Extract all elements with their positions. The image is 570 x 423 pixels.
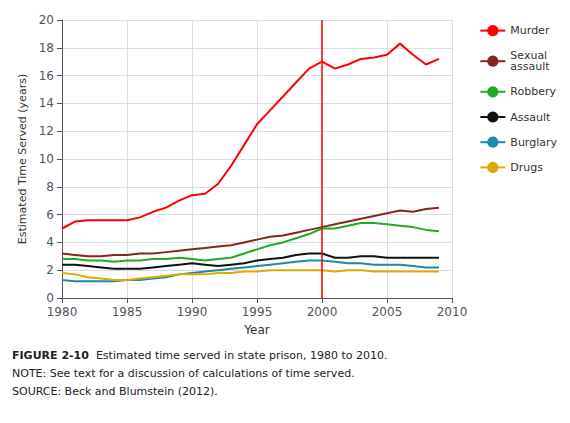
svg-text:Estimated time served in state: Estimated time served in state prison, 1… [89,349,388,362]
svg-text:4: 4 [46,235,54,249]
svg-text:Sexual: Sexual [510,49,548,63]
svg-text:SOURCE: Beck and Blumstein (20: SOURCE: Beck and Blumstein (2012). [12,385,218,398]
svg-text:14: 14 [39,96,54,110]
svg-text:1990: 1990 [177,305,208,319]
svg-text:FIGURE 2-10: FIGURE 2-10 [12,349,89,362]
svg-text:1995: 1995 [242,305,273,319]
svg-text:2005: 2005 [372,305,403,319]
svg-text:8: 8 [46,180,54,194]
svg-text:Burglary: Burglary [510,136,557,149]
svg-text:1980: 1980 [47,305,78,319]
svg-text:NOTE: See text for a discussio: NOTE: See text for a discussion of calcu… [12,367,355,380]
svg-text:2010: 2010 [437,305,468,319]
svg-text:Year: Year [243,323,269,337]
svg-text:Murder: Murder [510,24,550,37]
svg-text:Assault: Assault [510,111,551,124]
svg-text:12: 12 [39,124,54,138]
svg-text:1985: 1985 [112,305,143,319]
svg-text:18: 18 [39,41,54,55]
svg-text:16: 16 [39,69,54,83]
svg-text:2: 2 [46,263,54,277]
svg-text:assault: assault [510,60,550,73]
svg-text:20: 20 [39,13,54,27]
svg-text:Drugs: Drugs [510,161,543,174]
svg-text:6: 6 [46,208,54,222]
svg-text:Estimated Time Served (years): Estimated Time Served (years) [16,74,29,244]
svg-text:2000: 2000 [307,305,338,319]
svg-text:10: 10 [39,152,54,166]
svg-text:Robbery: Robbery [510,85,556,98]
svg-text:0: 0 [46,291,54,305]
